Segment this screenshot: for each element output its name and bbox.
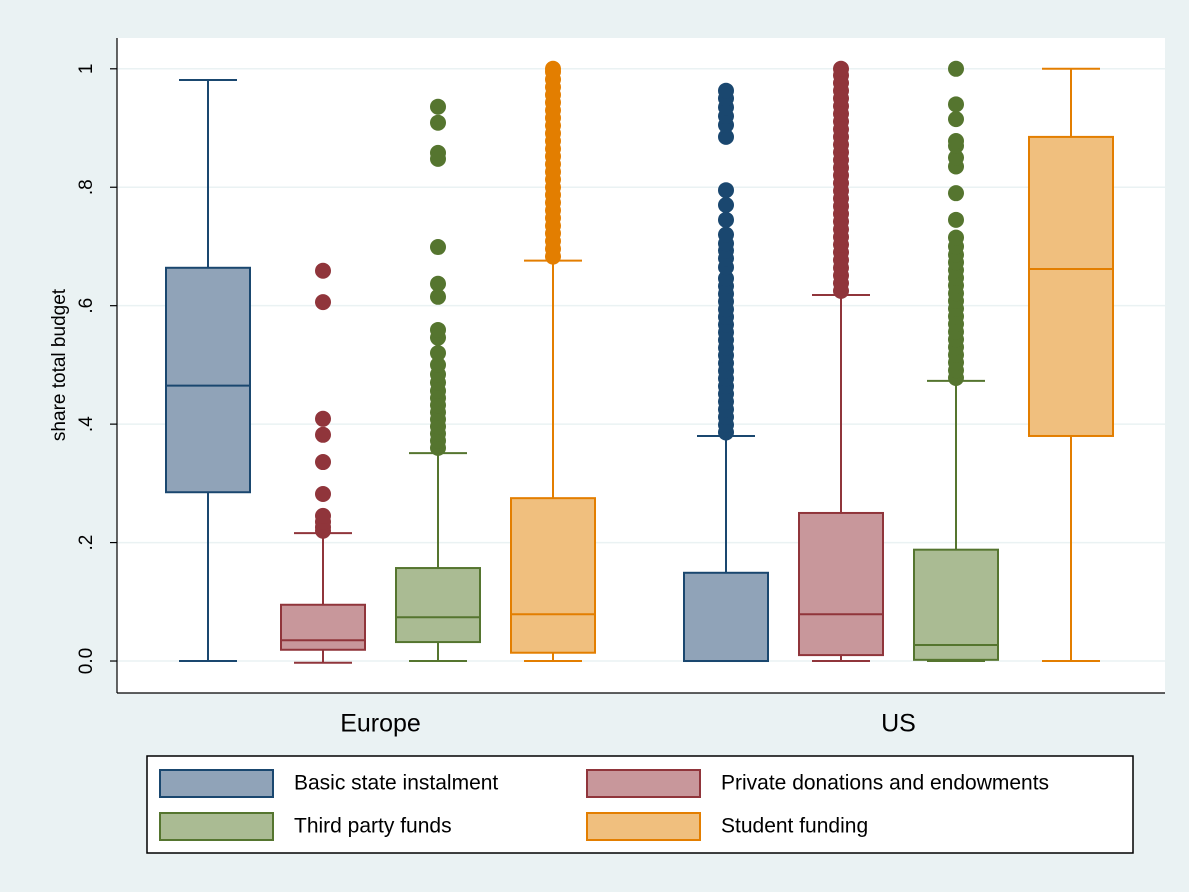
box bbox=[165, 266, 251, 494]
outlier bbox=[430, 144, 446, 161]
outlier bbox=[948, 185, 964, 202]
outlier bbox=[315, 410, 331, 427]
y-axis-label: share total budget bbox=[49, 288, 70, 441]
box bbox=[683, 571, 769, 663]
legend-label: Third party funds bbox=[294, 815, 452, 838]
legend-label: Student funding bbox=[721, 815, 868, 838]
outlier bbox=[718, 182, 734, 199]
outlier bbox=[718, 82, 734, 99]
y-tick-label: .2 bbox=[76, 535, 97, 551]
box bbox=[395, 567, 481, 644]
outlier bbox=[430, 98, 446, 115]
y-tick-label: .4 bbox=[76, 416, 97, 432]
outlier bbox=[948, 111, 964, 128]
y-tick-label: 1 bbox=[76, 64, 97, 75]
box bbox=[280, 603, 366, 651]
plot-area bbox=[117, 38, 1165, 693]
outlier bbox=[430, 114, 446, 131]
outlier bbox=[315, 294, 331, 311]
outlier bbox=[718, 197, 734, 214]
legend-label: Private donations and endowments bbox=[721, 772, 1049, 795]
outlier bbox=[948, 211, 964, 228]
box bbox=[510, 497, 596, 654]
box bbox=[913, 548, 999, 661]
outlier bbox=[948, 96, 964, 113]
legend-swatch bbox=[586, 812, 701, 841]
legend-swatch bbox=[159, 769, 274, 798]
outlier bbox=[948, 149, 964, 166]
y-tick-label: .6 bbox=[76, 298, 97, 314]
outlier bbox=[430, 345, 446, 362]
outlier bbox=[948, 229, 964, 246]
outlier bbox=[430, 356, 446, 373]
outlier bbox=[430, 288, 446, 305]
outlier bbox=[315, 426, 331, 443]
outlier bbox=[545, 60, 561, 77]
group-label: Europe bbox=[340, 710, 421, 738]
outlier bbox=[718, 270, 734, 287]
legend-swatch bbox=[159, 812, 274, 841]
outlier bbox=[948, 133, 964, 150]
outlier bbox=[833, 60, 849, 77]
box bbox=[1028, 135, 1114, 437]
outlier bbox=[718, 226, 734, 243]
outlier bbox=[430, 321, 446, 338]
outlier bbox=[948, 60, 964, 77]
y-tick-label: .8 bbox=[76, 179, 97, 195]
outlier bbox=[315, 507, 331, 524]
outlier bbox=[315, 262, 331, 279]
outlier bbox=[315, 454, 331, 471]
outlier bbox=[430, 239, 446, 256]
legend-label: Basic state instalment bbox=[294, 772, 498, 795]
box bbox=[798, 511, 884, 657]
outlier bbox=[430, 275, 446, 292]
outlier bbox=[718, 211, 734, 228]
outlier bbox=[315, 486, 331, 503]
y-tick-label: 0.0 bbox=[76, 648, 97, 674]
legend-swatch bbox=[586, 769, 701, 798]
group-label: US bbox=[881, 710, 916, 738]
outlier bbox=[718, 128, 734, 145]
